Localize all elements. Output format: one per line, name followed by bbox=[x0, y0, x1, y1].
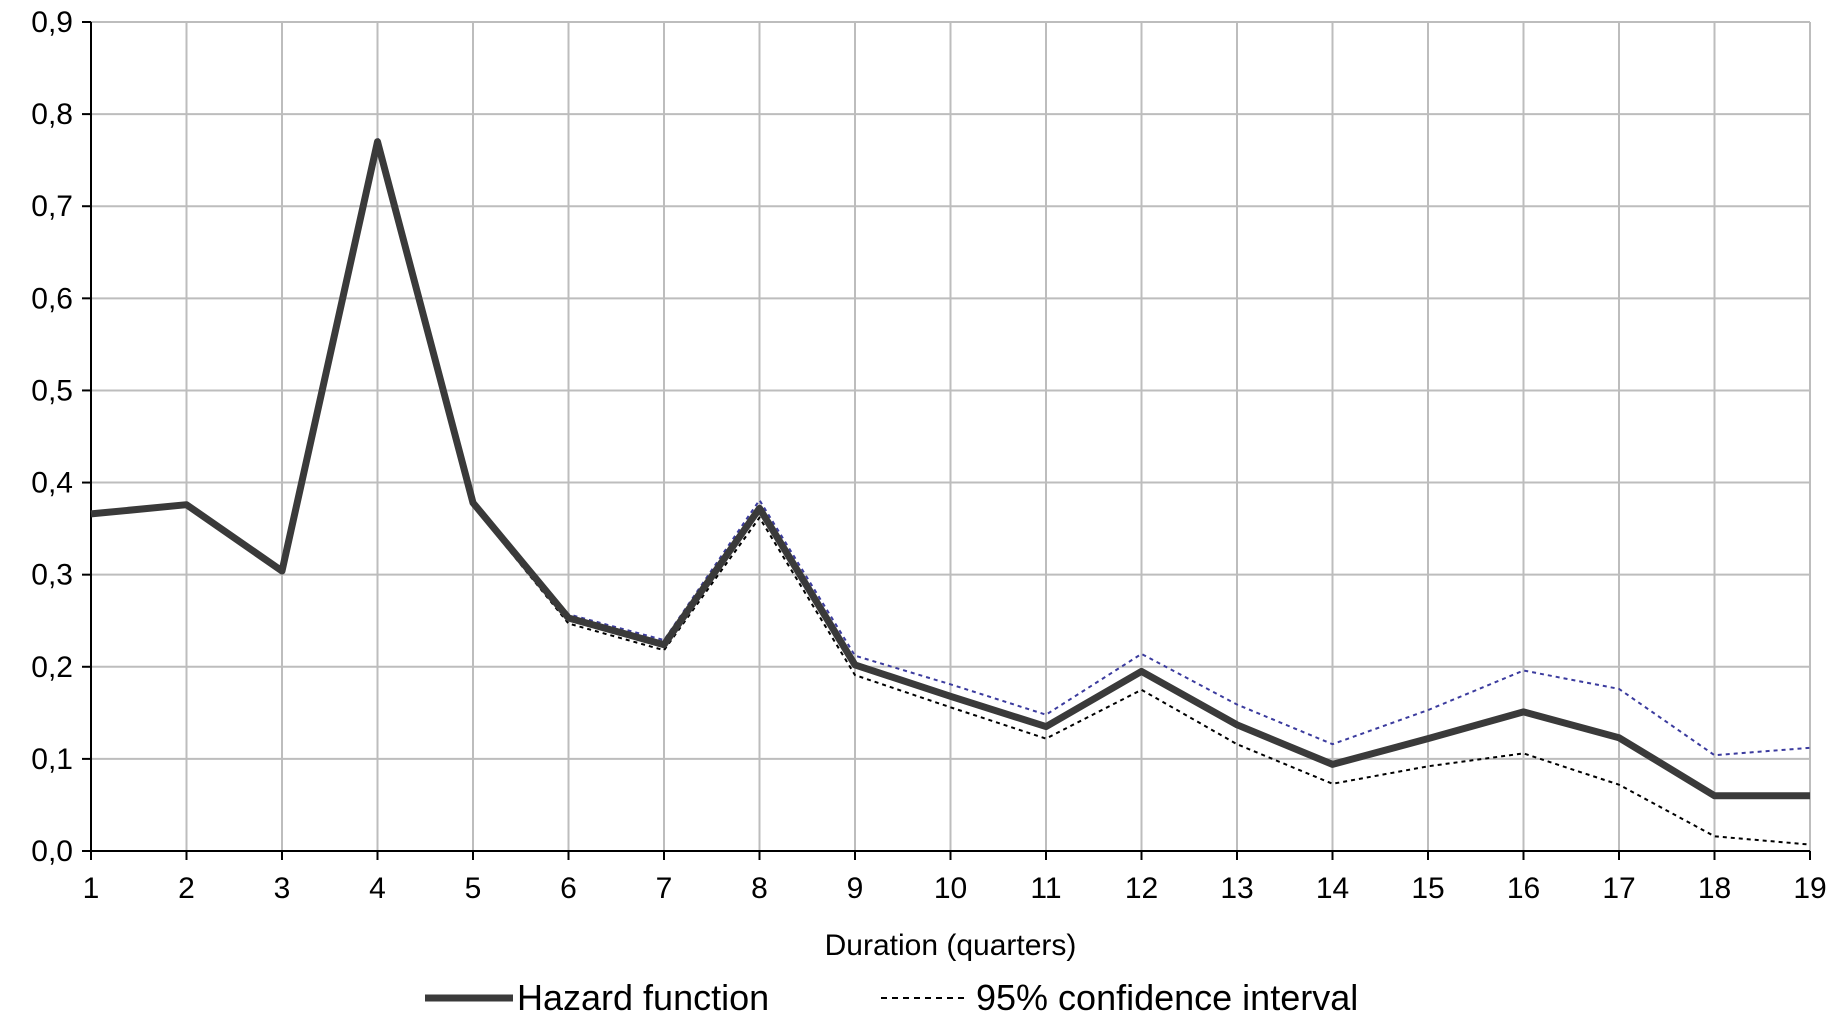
x-tick-label: 14 bbox=[1316, 872, 1349, 905]
y-tick-label: 0,6 bbox=[31, 282, 73, 315]
x-tick-label: 7 bbox=[656, 872, 673, 905]
tick-labels: 0,00,10,20,30,40,50,60,70,80,91 2 3 4 5 6 7 8 9 1… bbox=[31, 6, 1826, 905]
x-tick-label: 3 bbox=[274, 872, 291, 905]
x-tick-label: 9 bbox=[847, 872, 864, 905]
x-tick-label: 4 bbox=[369, 872, 386, 905]
legend-label-hazard: Hazard function bbox=[517, 977, 769, 1018]
x-tick-label: 1 bbox=[83, 872, 100, 905]
x-tick-label: 13 bbox=[1220, 872, 1253, 905]
legend-label-confidence-interval: 95% confidence interval bbox=[976, 977, 1358, 1018]
x-tick-label: 6 bbox=[560, 872, 577, 905]
x-axis-title: Duration (quarters) bbox=[825, 929, 1077, 962]
x-tick-label: 12 bbox=[1125, 872, 1158, 905]
x-tick-label: 18 bbox=[1698, 872, 1731, 905]
series-line-confidence-interval bbox=[90, 136, 1811, 757]
series-line-hazard bbox=[90, 138, 1810, 800]
grid bbox=[91, 21, 1811, 851]
x-tick-label: 2 bbox=[178, 872, 195, 905]
axes bbox=[82, 21, 1811, 860]
x-tick-label: 10 bbox=[934, 872, 967, 905]
y-tick-label: 0,8 bbox=[31, 98, 73, 131]
x-tick-label: 8 bbox=[751, 872, 768, 905]
x-tick-label: 16 bbox=[1507, 872, 1540, 905]
x-tick-label: 5 bbox=[465, 872, 482, 905]
y-tick-label: 0,3 bbox=[31, 559, 73, 592]
y-tick-label: 0,0 bbox=[31, 835, 73, 868]
x-tick-label: 19 bbox=[1793, 872, 1826, 905]
y-tick-label: 0,4 bbox=[31, 467, 73, 500]
legend: Hazard function 95% confidence interval bbox=[425, 977, 1358, 1018]
y-tick-label: 0,7 bbox=[31, 190, 73, 223]
y-tick-label: 0,9 bbox=[31, 6, 73, 39]
x-tick-label: 15 bbox=[1411, 872, 1444, 905]
series bbox=[90, 136, 1811, 846]
x-tick-label: 17 bbox=[1602, 872, 1635, 905]
y-tick-label: 0,2 bbox=[31, 651, 73, 684]
x-tick-label: 11 bbox=[1030, 872, 1061, 905]
y-tick-label: 0,5 bbox=[31, 374, 73, 407]
y-tick-label: 0,1 bbox=[31, 743, 73, 776]
